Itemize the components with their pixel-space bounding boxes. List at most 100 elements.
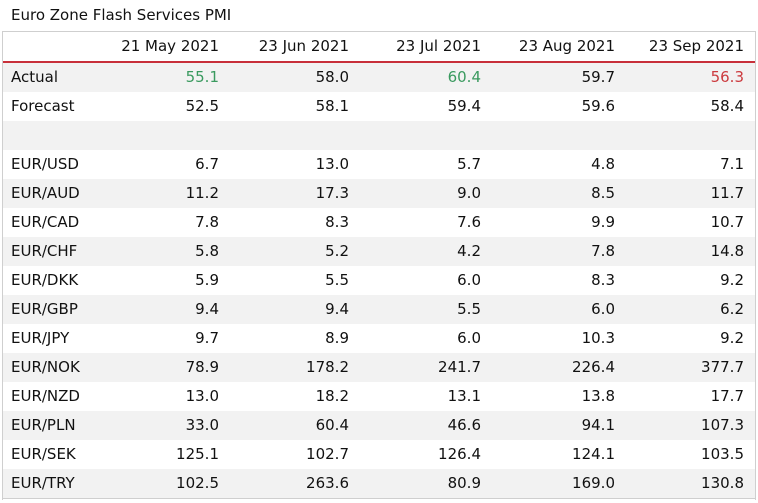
table-cell: 9.4 bbox=[102, 295, 219, 324]
table-cell: 4.8 bbox=[481, 150, 615, 179]
table-cell: 103.5 bbox=[615, 440, 755, 469]
table-cell: 125.1 bbox=[102, 440, 219, 469]
table-cell: 5.7 bbox=[349, 150, 481, 179]
table-cell bbox=[615, 121, 755, 150]
table-cell: 5.2 bbox=[219, 237, 349, 266]
table-cell: 5.8 bbox=[102, 237, 219, 266]
table-cell: 9.2 bbox=[615, 266, 755, 295]
table-cell: 5.5 bbox=[349, 295, 481, 324]
table-cell: 124.1 bbox=[481, 440, 615, 469]
row-label: EUR/PLN bbox=[2, 411, 102, 440]
table-cell bbox=[481, 121, 615, 150]
table-row-eur-jpy: EUR/JPY 9.7 8.9 6.0 10.3 9.2 bbox=[2, 324, 755, 353]
row-label: EUR/NOK bbox=[2, 353, 102, 382]
table-row-eur-nzd: EUR/NZD 13.0 18.2 13.1 13.8 17.7 bbox=[2, 382, 755, 411]
table-cell: 33.0 bbox=[102, 411, 219, 440]
table-cell: 59.6 bbox=[481, 92, 615, 121]
header-cell-date: 23 Jun 2021 bbox=[219, 31, 349, 63]
header-row: 21 May 2021 23 Jun 2021 23 Jul 2021 23 A… bbox=[2, 31, 755, 63]
table-cell: 6.2 bbox=[615, 295, 755, 324]
row-label bbox=[2, 121, 102, 150]
table-cell: 56.3 bbox=[615, 62, 755, 92]
table-cell: 102.7 bbox=[219, 440, 349, 469]
table-cell: 8.3 bbox=[219, 208, 349, 237]
table-row-eur-cad: EUR/CAD 7.8 8.3 7.6 9.9 10.7 bbox=[2, 208, 755, 237]
table-cell: 7.8 bbox=[102, 208, 219, 237]
table-cell: 6.7 bbox=[102, 150, 219, 179]
table-cell: 130.8 bbox=[615, 469, 755, 499]
table-cell: 78.9 bbox=[102, 353, 219, 382]
table-row-actual: Actual 55.1 58.0 60.4 59.7 56.3 bbox=[2, 62, 755, 92]
table-cell: 7.8 bbox=[481, 237, 615, 266]
table-cell: 10.3 bbox=[481, 324, 615, 353]
table-cell: 94.1 bbox=[481, 411, 615, 440]
table-cell: 55.1 bbox=[102, 62, 219, 92]
table-cell: 226.4 bbox=[481, 353, 615, 382]
table-cell: 241.7 bbox=[349, 353, 481, 382]
table-cell: 169.0 bbox=[481, 469, 615, 499]
header-cell-date: 23 Aug 2021 bbox=[481, 31, 615, 63]
table-row-forecast: Forecast 52.5 58.1 59.4 59.6 58.4 bbox=[2, 92, 755, 121]
table-cell: 6.0 bbox=[349, 324, 481, 353]
table-cell: 11.2 bbox=[102, 179, 219, 208]
table-cell: 8.9 bbox=[219, 324, 349, 353]
row-label: EUR/CHF bbox=[2, 237, 102, 266]
table-cell: 9.2 bbox=[615, 324, 755, 353]
table-cell: 18.2 bbox=[219, 382, 349, 411]
row-label: Actual bbox=[2, 62, 102, 92]
table-cell: 17.3 bbox=[219, 179, 349, 208]
header-cell-date: 23 Jul 2021 bbox=[349, 31, 481, 63]
table-cell: 6.0 bbox=[481, 295, 615, 324]
row-label: Forecast bbox=[2, 92, 102, 121]
table-row-eur-nok: EUR/NOK 78.9 178.2 241.7 226.4 377.7 bbox=[2, 353, 755, 382]
table-cell: 13.8 bbox=[481, 382, 615, 411]
table-row-eur-sek: EUR/SEK 125.1 102.7 126.4 124.1 103.5 bbox=[2, 440, 755, 469]
row-label: EUR/GBP bbox=[2, 295, 102, 324]
table-cell: 60.4 bbox=[349, 62, 481, 92]
table-cell: 107.3 bbox=[615, 411, 755, 440]
header-cell-blank bbox=[2, 31, 102, 63]
row-label: EUR/TRY bbox=[2, 469, 102, 499]
table-cell: 263.6 bbox=[219, 469, 349, 499]
row-label: EUR/NZD bbox=[2, 382, 102, 411]
table-cell: 14.8 bbox=[615, 237, 755, 266]
table-cell: 7.6 bbox=[349, 208, 481, 237]
table-row-spacer bbox=[2, 121, 755, 150]
table-cell: 46.6 bbox=[349, 411, 481, 440]
table-cell bbox=[102, 121, 219, 150]
table-cell: 7.1 bbox=[615, 150, 755, 179]
table-cell: 126.4 bbox=[349, 440, 481, 469]
table-cell: 80.9 bbox=[349, 469, 481, 499]
table-cell: 58.0 bbox=[219, 62, 349, 92]
table-row-eur-try: EUR/TRY 102.5 263.6 80.9 169.0 130.8 bbox=[2, 469, 755, 499]
table-row-eur-gbp: EUR/GBP 9.4 9.4 5.5 6.0 6.2 bbox=[2, 295, 755, 324]
table-cell: 52.5 bbox=[102, 92, 219, 121]
table-row-eur-dkk: EUR/DKK 5.9 5.5 6.0 8.3 9.2 bbox=[2, 266, 755, 295]
header-cell-date: 23 Sep 2021 bbox=[615, 31, 755, 63]
row-label: EUR/DKK bbox=[2, 266, 102, 295]
row-label: EUR/USD bbox=[2, 150, 102, 179]
table-cell: 4.2 bbox=[349, 237, 481, 266]
table-cell: 102.5 bbox=[102, 469, 219, 499]
table-row-eur-pln: EUR/PLN 33.0 60.4 46.6 94.1 107.3 bbox=[2, 411, 755, 440]
table-cell: 9.7 bbox=[102, 324, 219, 353]
table-cell: 9.9 bbox=[481, 208, 615, 237]
table-cell: 8.5 bbox=[481, 179, 615, 208]
table-cell bbox=[219, 121, 349, 150]
table-cell: 6.0 bbox=[349, 266, 481, 295]
table-cell: 13.0 bbox=[102, 382, 219, 411]
table-cell: 10.7 bbox=[615, 208, 755, 237]
row-label: EUR/SEK bbox=[2, 440, 102, 469]
row-label: EUR/AUD bbox=[2, 179, 102, 208]
pmi-table: 21 May 2021 23 Jun 2021 23 Jul 2021 23 A… bbox=[2, 31, 755, 499]
header-cell-date: 21 May 2021 bbox=[102, 31, 219, 63]
table-cell: 59.4 bbox=[349, 92, 481, 121]
table-row-eur-aud: EUR/AUD 11.2 17.3 9.0 8.5 11.7 bbox=[2, 179, 755, 208]
table-cell: 17.7 bbox=[615, 382, 755, 411]
table-cell: 5.9 bbox=[102, 266, 219, 295]
table-cell: 9.0 bbox=[349, 179, 481, 208]
table-cell: 377.7 bbox=[615, 353, 755, 382]
table-cell: 13.1 bbox=[349, 382, 481, 411]
row-label: EUR/CAD bbox=[2, 208, 102, 237]
table-body: Actual 55.1 58.0 60.4 59.7 56.3 Forecast 52.5 58… bbox=[2, 62, 755, 499]
